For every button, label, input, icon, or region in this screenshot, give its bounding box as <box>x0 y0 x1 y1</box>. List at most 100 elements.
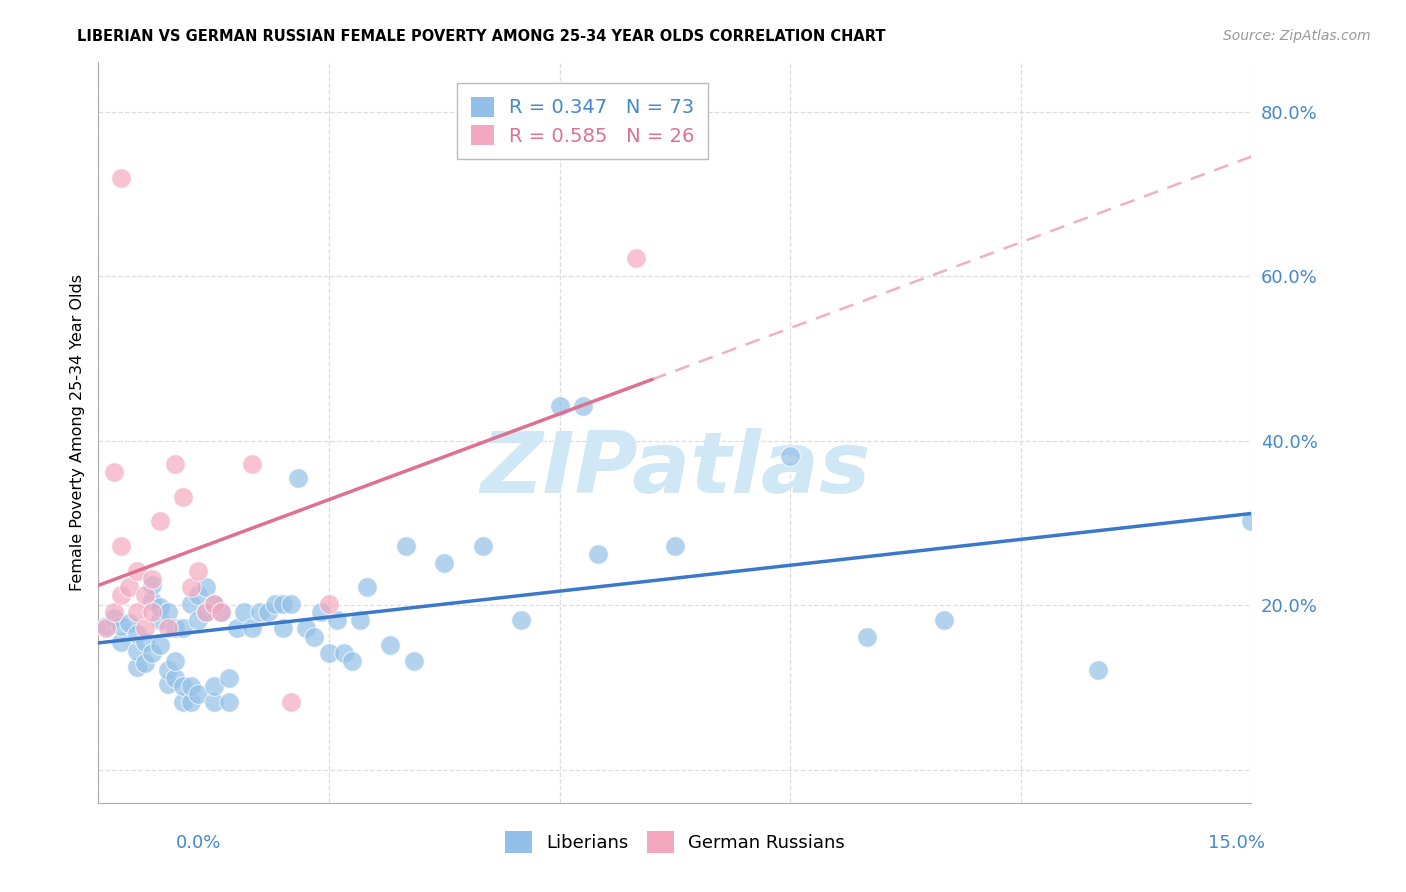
Point <box>94 621 117 635</box>
Point <box>233 605 256 619</box>
Point <box>271 621 294 635</box>
Point <box>218 695 240 709</box>
Point <box>202 597 225 611</box>
Point <box>340 654 363 668</box>
Point <box>141 605 163 619</box>
Point <box>626 251 648 265</box>
Point <box>209 605 232 619</box>
Point <box>187 613 209 627</box>
Point <box>1240 515 1263 529</box>
Point <box>103 465 125 479</box>
Point <box>165 457 187 471</box>
Point <box>586 547 609 561</box>
Point <box>156 676 179 690</box>
Point <box>172 490 194 504</box>
Point <box>195 605 218 619</box>
Point <box>165 671 187 685</box>
Point <box>180 695 202 709</box>
Point <box>172 679 194 693</box>
Point <box>180 580 202 594</box>
Point <box>165 621 187 635</box>
Point <box>134 589 156 603</box>
Point <box>134 621 156 635</box>
Point <box>325 613 347 627</box>
Y-axis label: Female Poverty Among 25-34 Year Olds: Female Poverty Among 25-34 Year Olds <box>69 274 84 591</box>
Point <box>333 646 356 660</box>
Point <box>471 539 494 553</box>
Point <box>218 671 240 685</box>
Point <box>110 635 132 649</box>
Point <box>256 605 278 619</box>
Point <box>664 539 686 553</box>
Point <box>103 611 125 625</box>
Point <box>287 471 309 485</box>
Point <box>318 597 340 611</box>
Point <box>180 679 202 693</box>
Point <box>380 638 402 652</box>
Point <box>103 605 125 619</box>
Point <box>125 564 148 578</box>
Point <box>187 564 209 578</box>
Point <box>125 605 148 619</box>
Point <box>149 613 172 627</box>
Point <box>318 646 340 660</box>
Point <box>571 399 593 413</box>
Point <box>180 597 202 611</box>
Point <box>548 399 571 413</box>
Point <box>172 695 194 709</box>
Text: 15.0%: 15.0% <box>1208 834 1265 852</box>
Point <box>271 597 294 611</box>
Point <box>225 621 247 635</box>
Point <box>932 613 955 627</box>
Point <box>302 630 325 644</box>
Point <box>149 638 172 652</box>
Legend: Liberians, German Russians: Liberians, German Russians <box>498 824 852 861</box>
Point <box>141 578 163 592</box>
Point <box>94 619 117 633</box>
Point <box>118 616 141 631</box>
Point <box>125 660 148 674</box>
Point <box>141 594 163 608</box>
Point <box>395 539 418 553</box>
Point <box>295 621 318 635</box>
Point <box>240 621 263 635</box>
Point <box>311 605 333 619</box>
Point <box>209 605 232 619</box>
Point <box>110 170 132 185</box>
Text: ZIPatlas: ZIPatlas <box>479 428 870 511</box>
Point <box>165 654 187 668</box>
Point <box>240 457 263 471</box>
Point <box>118 580 141 594</box>
Point <box>349 613 371 627</box>
Point <box>134 635 156 649</box>
Point <box>187 687 209 701</box>
Text: LIBERIAN VS GERMAN RUSSIAN FEMALE POVERTY AMONG 25-34 YEAR OLDS CORRELATION CHAR: LIBERIAN VS GERMAN RUSSIAN FEMALE POVERT… <box>77 29 886 44</box>
Point <box>202 597 225 611</box>
Point <box>779 449 801 463</box>
Point <box>149 600 172 615</box>
Point <box>195 580 218 594</box>
Point <box>141 572 163 586</box>
Point <box>125 627 148 641</box>
Text: 0.0%: 0.0% <box>176 834 221 852</box>
Point <box>110 619 132 633</box>
Point <box>195 605 218 619</box>
Point <box>510 613 533 627</box>
Point <box>172 621 194 635</box>
Point <box>1087 663 1109 677</box>
Point <box>249 605 271 619</box>
Text: Source: ZipAtlas.com: Source: ZipAtlas.com <box>1223 29 1371 43</box>
Point <box>356 580 378 594</box>
Point <box>149 515 172 529</box>
Point <box>280 597 302 611</box>
Point <box>402 654 425 668</box>
Point <box>141 646 163 660</box>
Point <box>110 539 132 553</box>
Point <box>125 643 148 657</box>
Point <box>110 589 132 603</box>
Point <box>156 605 179 619</box>
Point <box>280 695 302 709</box>
Point <box>156 663 179 677</box>
Point <box>156 621 179 635</box>
Point <box>433 556 456 570</box>
